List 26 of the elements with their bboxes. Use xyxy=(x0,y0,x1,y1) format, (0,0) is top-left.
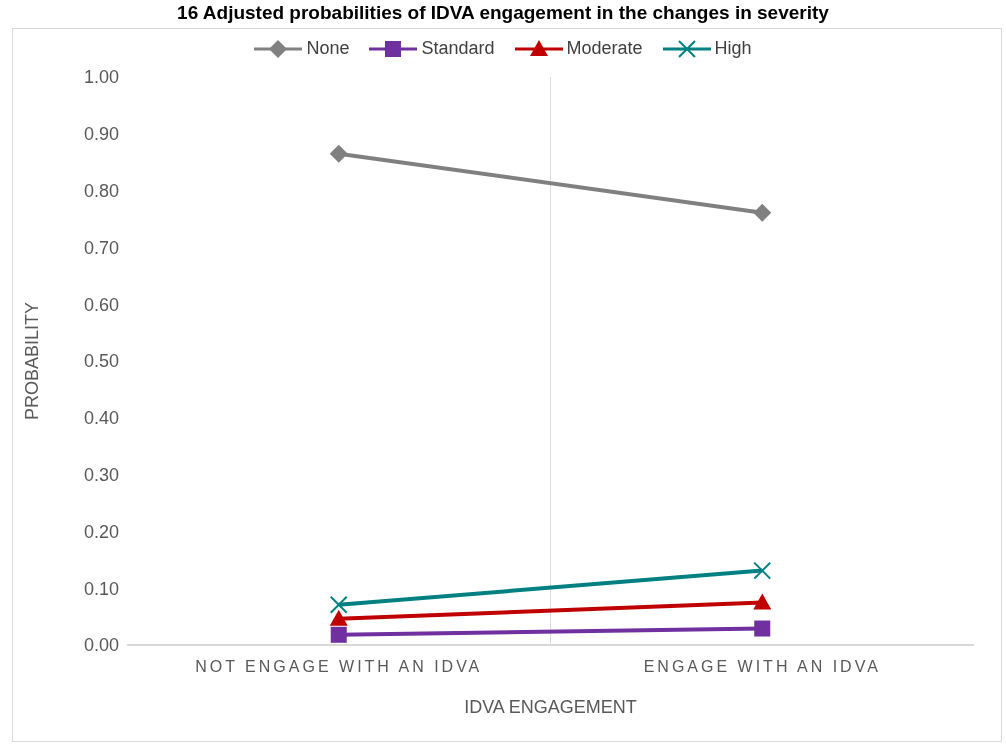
y-tick-label: 0.00 xyxy=(83,635,119,656)
y-axis-title: PROBABILITY xyxy=(22,301,43,421)
y-tick-label: 0.80 xyxy=(83,180,119,201)
point xyxy=(754,620,771,637)
y-tick-label: 0.40 xyxy=(83,408,119,429)
legend-label: High xyxy=(714,38,752,59)
x-axis-title: IDVA ENGAGEMENT xyxy=(464,697,637,717)
y-tick-label: 0.30 xyxy=(83,464,119,485)
legend-label: None xyxy=(306,38,350,59)
x-tick-label: NOT ENGAGE WITH AN IDVA xyxy=(195,658,483,676)
y-tick-label: 0.10 xyxy=(83,578,119,599)
y-tick-label: 1.00 xyxy=(83,67,119,88)
chart-title: 16 Adjusted probabilities of IDVA engagement in the changes in severity xyxy=(176,2,830,24)
y-tick-label: 0.20 xyxy=(83,521,119,542)
point xyxy=(753,561,772,580)
y-tick-label: 0.70 xyxy=(83,237,119,258)
x-tick-label: ENGAGE WITH AN IDVA xyxy=(643,658,881,676)
legend-label: Moderate xyxy=(566,38,643,59)
point xyxy=(330,626,347,643)
legend-label: Standard xyxy=(421,38,495,59)
point xyxy=(753,203,772,222)
y-tick-label: 0.50 xyxy=(83,351,119,372)
point xyxy=(329,144,348,163)
y-tick-label: 0.90 xyxy=(83,124,119,145)
point xyxy=(329,595,348,614)
y-tick-label: 0.60 xyxy=(83,294,119,315)
